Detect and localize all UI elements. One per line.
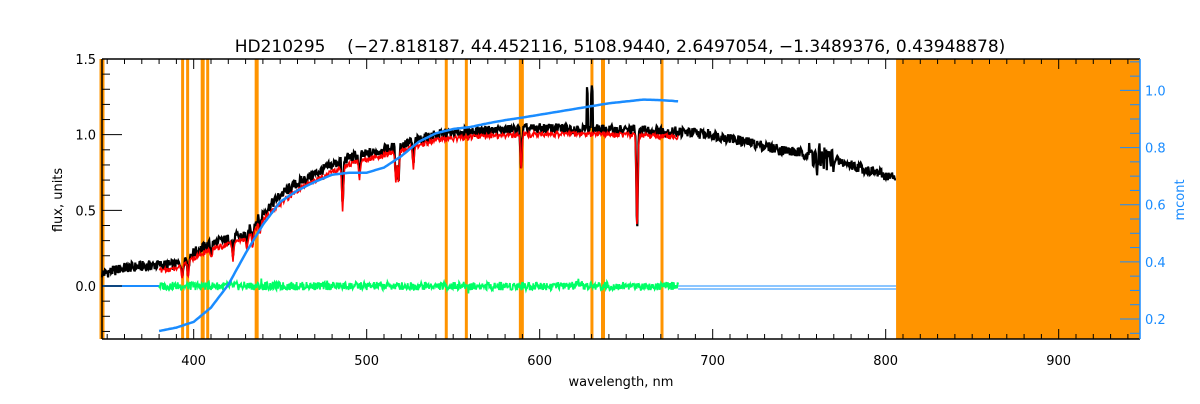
residual-line — [158, 278, 679, 294]
x-axis-label: wavelength, nm — [569, 375, 674, 390]
x-tick-label: 500 — [354, 354, 379, 369]
y-tick-label: 0.5 — [75, 204, 96, 219]
tick-labels: 400 500 600 700 800 900 0.0 0.5 1.0 1.5 0.2 0.4 0.6 0… — [75, 53, 1165, 369]
y-tick-label: 1.5 — [75, 53, 96, 68]
y2-tick-label: 0.4 — [1145, 256, 1166, 271]
y2-tick-label: 0.8 — [1145, 142, 1166, 157]
x-tick-label: 700 — [700, 354, 725, 369]
y-tick-label: 1.0 — [75, 129, 96, 144]
masked-band-layer — [896, 59, 1140, 339]
model-flux-line — [158, 129, 679, 279]
x-tick-label: 900 — [1046, 354, 1071, 369]
y2-tick-label: 1.0 — [1145, 84, 1166, 99]
y2-tick-label: 0.2 — [1145, 313, 1166, 328]
mcont-line — [158, 98, 679, 333]
y2-tick-label: 0.6 — [1145, 199, 1166, 214]
observed-flux-line — [100, 85, 897, 278]
masked-band — [896, 59, 1140, 339]
axes — [101, 58, 1141, 340]
x-tick-label: 600 — [527, 354, 552, 369]
chart-title: HD210295 (−27.818187, 44.452116, 5108.94… — [235, 37, 1006, 57]
x-tick-label: 800 — [873, 354, 898, 369]
x-tick-label: 400 — [181, 354, 206, 369]
y2-axis-label: mcont — [1173, 179, 1188, 220]
y-tick-label: 0.0 — [75, 280, 96, 295]
mask-layer — [99, 59, 664, 339]
data-layer — [100, 85, 897, 333]
y-axis-label: flux, units — [51, 168, 66, 233]
